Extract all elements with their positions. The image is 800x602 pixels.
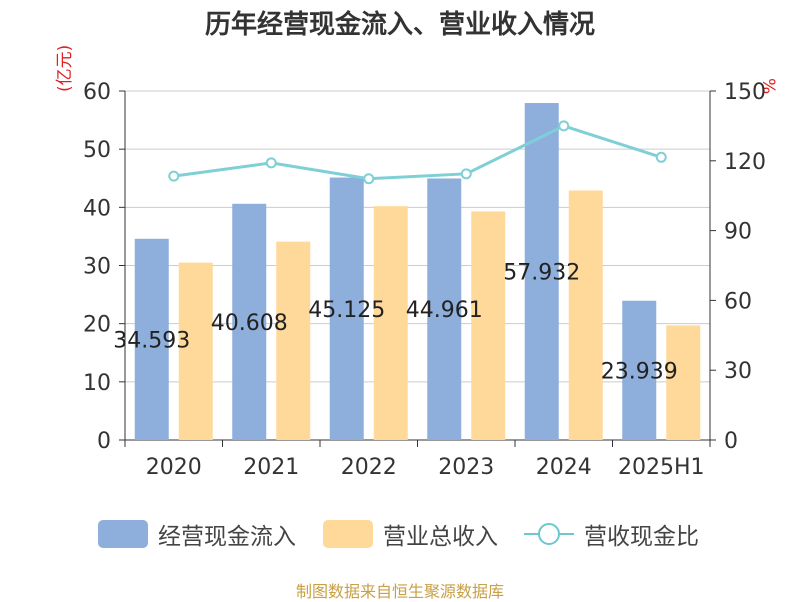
right-tick-label: 90 bbox=[724, 220, 752, 245]
legend-swatch-series1 bbox=[98, 520, 148, 548]
line-point-series3 bbox=[655, 151, 667, 163]
data-label-series1: 44.961 bbox=[406, 298, 483, 323]
left-tick-label: 0 bbox=[97, 429, 111, 454]
bar-series1 bbox=[427, 178, 462, 440]
legend-label-series2: 营业总收入 bbox=[383, 524, 498, 550]
data-label-series1: 23.939 bbox=[601, 359, 678, 384]
x-tick-label: 2021 bbox=[243, 455, 299, 480]
chart-title: 历年经营现金流入、营业收入情况 bbox=[204, 10, 595, 40]
right-tick-label: 60 bbox=[724, 289, 752, 314]
line-series3 bbox=[173, 124, 662, 181]
bar-series1 bbox=[524, 103, 559, 440]
left-tick-label: 50 bbox=[83, 138, 111, 163]
left-tick-label: 20 bbox=[83, 313, 111, 338]
right-tick-label: 30 bbox=[724, 359, 752, 384]
right-tick-label: 150 bbox=[724, 80, 766, 105]
line-point-series3 bbox=[460, 168, 472, 180]
legend-item-series1[interactable]: 经营现金流入 bbox=[98, 516, 296, 552]
left-tick-label: 40 bbox=[83, 196, 111, 221]
x-tick-label: 2025H1 bbox=[618, 455, 705, 480]
bar-series2 bbox=[568, 190, 603, 440]
x-tick-label: 2024 bbox=[536, 455, 592, 480]
legend-item-series3[interactable]: 营收现金比 bbox=[524, 516, 699, 552]
left-tick-label: 60 bbox=[83, 80, 111, 105]
line-point-series3 bbox=[265, 157, 277, 169]
bar-series2 bbox=[471, 211, 506, 440]
bar-series1 bbox=[622, 300, 657, 440]
bar-series1 bbox=[134, 238, 169, 440]
x-tick-label: 2023 bbox=[438, 455, 494, 480]
bar-series2 bbox=[373, 206, 408, 440]
line-point-series3 bbox=[558, 120, 570, 132]
legend-label-series3: 营收现金比 bbox=[584, 524, 699, 550]
right-tick-label: 120 bbox=[724, 150, 766, 175]
data-label-series1: 45.125 bbox=[308, 298, 385, 323]
bar-series1 bbox=[232, 203, 267, 440]
legend-swatch-series3 bbox=[524, 519, 574, 549]
left-tick-label: 30 bbox=[83, 255, 111, 280]
right-tick-label: 0 bbox=[724, 429, 738, 454]
data-label-series1: 57.932 bbox=[503, 261, 580, 286]
line-point-series3 bbox=[168, 170, 180, 182]
legend-item-series2[interactable]: 营业总收入 bbox=[323, 516, 498, 552]
x-tick-label: 2022 bbox=[341, 455, 397, 480]
line-point-series3 bbox=[363, 173, 375, 185]
bar-series1 bbox=[329, 177, 364, 440]
x-tick-label: 2020 bbox=[146, 455, 202, 480]
legend-label-series1: 经营现金流入 bbox=[158, 524, 296, 550]
source-footer: 制图数据来自恒生聚源数据库 bbox=[295, 582, 504, 601]
legend-swatch-series2 bbox=[323, 520, 373, 548]
data-label-series1: 40.608 bbox=[211, 311, 288, 336]
bar-series2 bbox=[666, 325, 701, 440]
left-tick-label: 10 bbox=[83, 371, 111, 396]
bar-series2 bbox=[178, 262, 213, 440]
bar-series2 bbox=[276, 241, 311, 440]
data-label-series1: 34.593 bbox=[113, 328, 190, 353]
